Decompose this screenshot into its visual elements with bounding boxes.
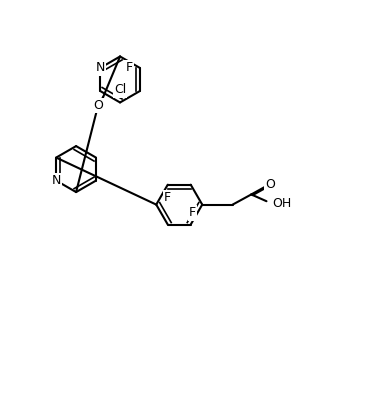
- Text: OH: OH: [273, 197, 292, 211]
- Text: F: F: [125, 61, 132, 75]
- Text: O: O: [93, 99, 103, 112]
- Text: N: N: [51, 174, 61, 187]
- Text: F: F: [164, 191, 171, 204]
- Text: O: O: [266, 178, 276, 191]
- Text: N: N: [96, 61, 105, 75]
- Text: F: F: [189, 206, 196, 219]
- Text: Cl: Cl: [114, 83, 126, 96]
